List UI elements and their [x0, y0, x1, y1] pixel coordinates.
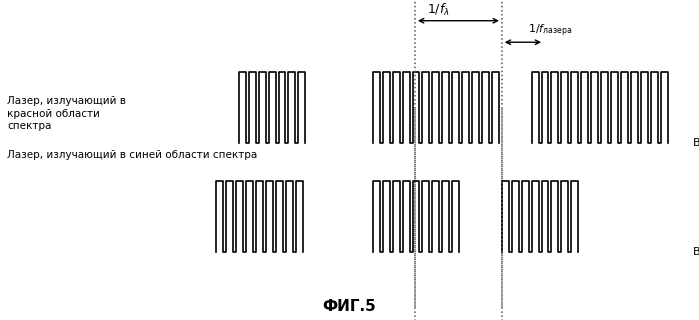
Text: спектра: спектра — [7, 121, 51, 132]
Text: ФИГ.5: ФИГ.5 — [323, 299, 376, 314]
Text: красной области: красной области — [7, 108, 100, 119]
Text: Лазер, излучающий в синей области спектра: Лазер, излучающий в синей области спектр… — [7, 150, 257, 160]
Text: $1/f_\lambda$: $1/f_\lambda$ — [427, 2, 450, 18]
Text: Время: Время — [693, 247, 699, 257]
Text: Лазер, излучающий в: Лазер, излучающий в — [7, 96, 126, 106]
Text: $1/f_{\mathsf{лазера}}$: $1/f_{\mathsf{лазера}}$ — [528, 23, 572, 39]
Text: Время: Время — [693, 138, 699, 148]
